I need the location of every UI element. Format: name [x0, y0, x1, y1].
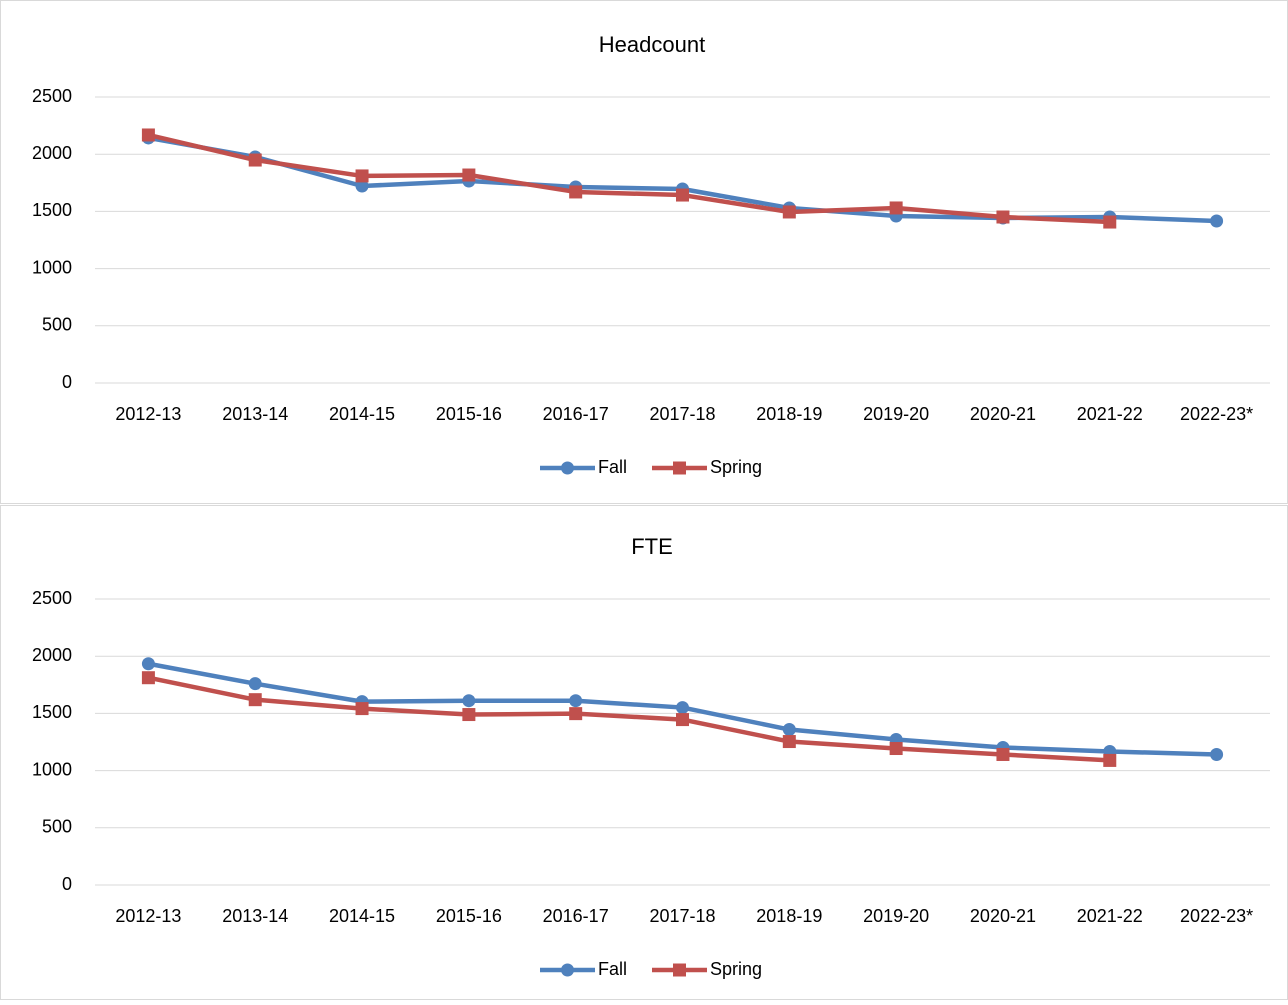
marker: [569, 694, 583, 708]
y-tick-label: 1000: [32, 257, 72, 277]
x-tick-label: 2019-20: [863, 404, 929, 424]
marker: [1210, 214, 1224, 228]
marker: [673, 461, 686, 475]
y-tick-label: 2000: [32, 645, 72, 665]
x-tick-label: 2014-15: [329, 404, 395, 424]
y-tick-label: 2000: [32, 143, 72, 163]
y-tick-label: 0: [62, 372, 72, 392]
x-tick-label: 2022-23*: [1180, 404, 1253, 424]
x-tick-label: 2021-22: [1077, 404, 1143, 424]
x-tick-label: 2017-18: [649, 404, 715, 424]
marker: [1103, 753, 1117, 767]
x-tick-label: 2012-13: [115, 906, 181, 926]
y-tick-label: 2500: [32, 86, 72, 106]
marker: [355, 169, 369, 183]
x-tick-label: 2022-23*: [1180, 906, 1253, 926]
marker: [561, 461, 574, 475]
x-tick-label: 2019-20: [863, 906, 929, 926]
legend-label: Fall: [598, 959, 627, 979]
marker: [1103, 215, 1117, 229]
y-tick-label: 1500: [32, 200, 72, 220]
marker: [782, 735, 796, 749]
x-tick-label: 2018-19: [756, 906, 822, 926]
marker: [355, 179, 369, 193]
x-tick-label: 2018-19: [756, 404, 822, 424]
marker: [676, 188, 689, 202]
x-tick-label: 2020-21: [970, 404, 1036, 424]
chart-title: Headcount: [599, 32, 705, 57]
chart-title: FTE: [631, 534, 673, 559]
marker: [996, 210, 1010, 224]
marker: [569, 707, 583, 721]
marker: [889, 201, 903, 215]
x-tick-label: 2013-14: [222, 906, 288, 926]
marker: [889, 742, 903, 756]
y-tick-label: 0: [62, 874, 72, 894]
marker: [248, 153, 262, 167]
marker: [561, 963, 574, 977]
y-tick-label: 2500: [32, 588, 72, 608]
marker: [673, 963, 686, 977]
series-line: [147, 132, 1110, 225]
legend-label: Spring: [710, 457, 762, 477]
marker: [782, 205, 796, 219]
chart-frame: [0, 0, 1288, 504]
marker: [782, 723, 796, 737]
marker: [141, 657, 155, 671]
marker: [462, 708, 476, 722]
x-tick-label: 2015-16: [436, 906, 502, 926]
y-tick-label: 500: [42, 315, 72, 335]
y-tick-label: 500: [42, 817, 72, 837]
x-tick-label: 2017-18: [649, 906, 715, 926]
x-tick-label: 2020-21: [970, 906, 1036, 926]
marker: [248, 693, 262, 707]
marker: [569, 185, 583, 199]
x-tick-label: 2016-17: [543, 906, 609, 926]
marker: [141, 128, 155, 142]
y-tick-label: 1500: [32, 702, 72, 722]
x-tick-label: 2013-14: [222, 404, 288, 424]
y-tick-label: 1000: [32, 759, 72, 779]
marker: [248, 677, 262, 691]
legend-label: Spring: [710, 959, 762, 979]
x-tick-label: 2012-13: [115, 404, 181, 424]
chart-frame: [0, 505, 1288, 1000]
marker: [462, 168, 476, 182]
x-tick-label: 2015-16: [436, 404, 502, 424]
legend-label: Fall: [598, 457, 627, 477]
marker: [141, 671, 155, 685]
marker: [996, 747, 1010, 761]
marker: [1210, 747, 1224, 761]
x-tick-label: 2014-15: [329, 906, 395, 926]
series-line: [147, 675, 1110, 763]
marker: [676, 701, 689, 715]
marker: [676, 713, 689, 727]
x-tick-label: 2016-17: [543, 404, 609, 424]
x-tick-label: 2021-22: [1077, 906, 1143, 926]
marker: [355, 702, 369, 716]
marker: [462, 694, 476, 708]
